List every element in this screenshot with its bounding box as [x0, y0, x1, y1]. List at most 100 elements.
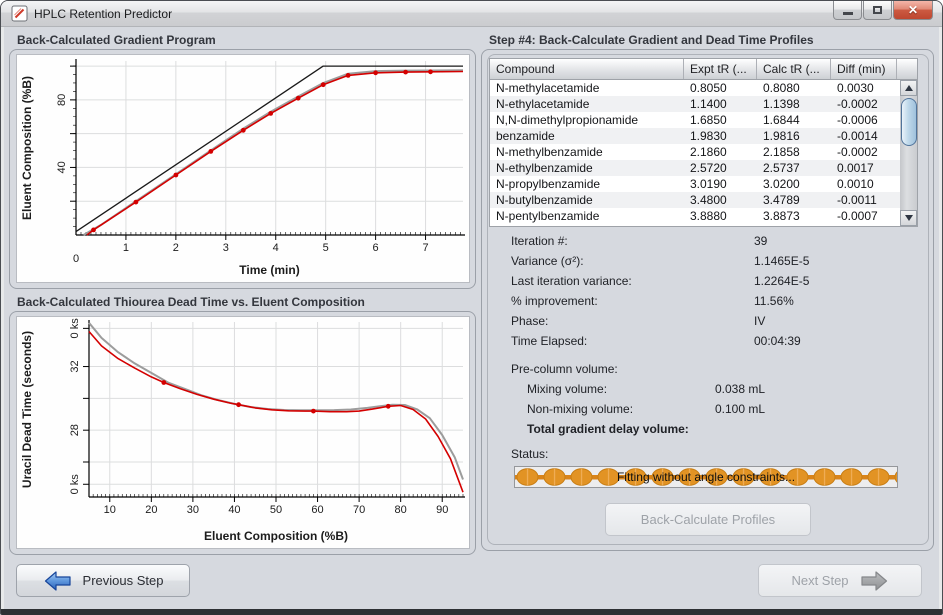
cell-calc-tr[interactable]: 2.5737 — [763, 161, 800, 175]
cell-compound[interactable]: N-propylbenzamide — [496, 177, 601, 191]
panel-step4: Step #4: Back-Calculate Gradient and Dea… — [481, 33, 934, 551]
back-calculate-button[interactable]: Back-Calculate Profiles — [605, 503, 811, 536]
cell-expt-tr[interactable]: 2.1860 — [690, 145, 727, 159]
stat-label: Phase: — [511, 314, 549, 328]
cell-compound[interactable]: benzamide — [496, 129, 555, 143]
stat-label: Time Elapsed: — [511, 334, 588, 348]
cell-expt-tr[interactable]: 0.8050 — [690, 81, 727, 95]
cell-diff[interactable]: 0.0017 — [837, 161, 874, 175]
stat-row: Variance (σ²): 1.1465E-5 — [488, 251, 920, 271]
series-programmed-gradient-black — [75, 65, 463, 233]
table-rows: N-methylacetamide 0.8050 0.8080 0.0030 N-eth… — [490, 80, 917, 224]
scrollbar-up-button[interactable] — [900, 80, 917, 96]
table-row[interactable]: N-ethylacetamide 1.1400 1.1398 -0.0002 — [490, 96, 902, 112]
table-row[interactable]: N-propylbenzamide 3.0190 3.0200 0.0010 — [490, 176, 902, 192]
minimize-button[interactable] — [833, 1, 862, 20]
cell-diff[interactable]: -0.0002 — [837, 145, 878, 159]
cell-calc-tr[interactable]: 2.1858 — [763, 145, 800, 159]
cell-expt-tr[interactable]: 1.6850 — [690, 113, 727, 127]
panel-gradient-border: 1 2 3 4 5 6 7 40 80 0 Time (min) Eluent Composition… — [9, 49, 476, 289]
cell-compound[interactable]: N-methylbenzamide — [496, 145, 603, 159]
cell-diff[interactable]: -0.0002 — [837, 97, 878, 111]
cell-diff[interactable]: -0.0006 — [837, 113, 878, 127]
stat-value: 11.56% — [754, 294, 794, 308]
table-row[interactable]: N,N-dimethylpropionamide 1.6850 1.6844 -0.0… — [490, 112, 902, 128]
cell-calc-tr[interactable]: 3.4789 — [763, 193, 800, 207]
table-scrollbar[interactable] — [900, 80, 917, 226]
scrollbar-thumb[interactable] — [901, 98, 917, 146]
cell-diff[interactable]: -0.0007 — [837, 209, 878, 223]
deadtime-chart: 10 20 30 40 50 60 70 80 90 0 ks 32 28 0 ks Eluent Com… — [17, 317, 469, 548]
cell-expt-tr[interactable]: 1.1400 — [690, 97, 727, 111]
table-row[interactable]: N-butylbenzamide 3.4800 3.4789 -0.0011 — [490, 192, 902, 208]
cell-calc-tr[interactable]: 3.0200 — [763, 177, 800, 191]
precolumn-row: Non-mixing volume: 0.100 mL — [488, 399, 920, 419]
table-row[interactable]: N-pentylbenzamide 3.8880 3.8873 -0.0007 — [490, 208, 902, 224]
precolumn-section: Pre-column volume: Mixing volume: 0.038 m… — [488, 359, 920, 439]
svg-text:Time (min): Time (min) — [239, 263, 299, 277]
column-header[interactable]: Calc tR (... — [757, 59, 831, 79]
cell-compound[interactable]: N,N-dimethylpropionamide — [496, 113, 639, 127]
previous-arrow-icon — [44, 570, 71, 591]
maximize-icon — [873, 6, 882, 14]
cell-expt-tr[interactable]: 3.0190 — [690, 177, 727, 191]
cell-calc-tr[interactable]: 1.9816 — [763, 129, 800, 143]
stat-row: Last iteration variance: 1.2264E-5 — [488, 271, 920, 291]
close-button[interactable]: ✕ — [893, 1, 933, 20]
column-header-filler — [897, 59, 917, 79]
table-row[interactable]: N-methylacetamide 0.8050 0.8080 0.0030 — [490, 80, 902, 96]
svg-text:3: 3 — [223, 242, 229, 254]
cell-diff[interactable]: 0.0010 — [837, 177, 874, 191]
cell-compound[interactable]: N-butylbenzamide — [496, 193, 593, 207]
cell-compound[interactable]: N-methylacetamide — [496, 81, 600, 95]
cell-compound[interactable]: N-ethylbenzamide — [496, 161, 593, 175]
scroll-up-icon — [904, 85, 913, 91]
cell-expt-tr[interactable]: 3.4800 — [690, 193, 727, 207]
cell-diff[interactable]: -0.0014 — [837, 129, 878, 143]
stat-row: Time Elapsed: 00:04:39 — [488, 331, 920, 351]
panel-gradient-program: Back-Calculated Gradient Program 1 2 3 4 5 6 7… — [9, 33, 476, 289]
cell-compound[interactable]: N-pentylbenzamide — [496, 209, 600, 223]
cell-calc-tr[interactable]: 0.8080 — [763, 81, 800, 95]
precolumn-value: 0.038 mL — [715, 382, 766, 396]
progress-text: Fitting without angle constraints... — [616, 470, 796, 484]
cell-calc-tr[interactable]: 1.6844 — [763, 113, 800, 127]
cell-calc-tr[interactable]: 3.8873 — [763, 209, 800, 223]
cell-compound[interactable]: N-ethylacetamide — [496, 97, 590, 111]
column-header[interactable]: Diff (min) — [831, 59, 897, 79]
progress-bar: Fitting without angle constraints... — [514, 466, 898, 488]
table-row[interactable]: N-ethylbenzamide 2.5720 2.5737 0.0017 — [490, 160, 902, 176]
cell-expt-tr[interactable]: 1.9830 — [690, 129, 727, 143]
svg-text:70: 70 — [353, 504, 365, 516]
column-header[interactable]: Compound — [490, 59, 684, 79]
cell-calc-tr[interactable]: 1.1398 — [763, 97, 800, 111]
series-actual-profile-gray — [83, 69, 464, 236]
scrollbar-down-button[interactable] — [900, 210, 917, 226]
table-row[interactable]: N-methylbenzamide 2.1860 2.1858 -0.0002 — [490, 144, 902, 160]
window-bottom-edge — [1, 609, 942, 615]
svg-text:5: 5 — [323, 242, 329, 254]
svg-text:0: 0 — [73, 253, 79, 265]
column-header[interactable]: Expt tR (... — [684, 59, 757, 79]
stat-label: Variance (σ²): — [511, 254, 584, 268]
table-body: N-methylacetamide 0.8050 0.8080 0.0030 N-eth… — [489, 80, 918, 227]
stat-row: % improvement: 11.56% — [488, 291, 920, 311]
svg-text:Eluent Composition (%B): Eluent Composition (%B) — [20, 76, 34, 220]
svg-text:80: 80 — [395, 504, 407, 516]
panel-step4-title: Step #4: Back-Calculate Gradient and Dea… — [489, 33, 814, 47]
gradient-chart-area: 1 2 3 4 5 6 7 40 80 0 Time (min) Eluent Composition… — [16, 54, 470, 283]
maximize-button[interactable] — [863, 1, 892, 20]
cell-expt-tr[interactable]: 3.8880 — [690, 209, 727, 223]
window-controls: ✕ — [833, 1, 933, 20]
cell-expt-tr[interactable]: 2.5720 — [690, 161, 727, 175]
stat-row: Iteration #: 39 — [488, 231, 920, 251]
stat-label: Iteration #: — [511, 234, 568, 248]
cell-diff[interactable]: -0.0011 — [837, 193, 877, 207]
table-row[interactable]: benzamide 1.9830 1.9816 -0.0014 — [490, 128, 902, 144]
precolumn-row: Mixing volume: 0.038 mL — [488, 379, 920, 399]
svg-text:60: 60 — [311, 504, 323, 516]
next-step-button[interactable]: Next Step — [758, 564, 922, 597]
cell-diff[interactable]: 0.0030 — [837, 81, 874, 95]
previous-step-button[interactable]: Previous Step — [16, 564, 190, 597]
svg-text:1: 1 — [123, 242, 129, 254]
